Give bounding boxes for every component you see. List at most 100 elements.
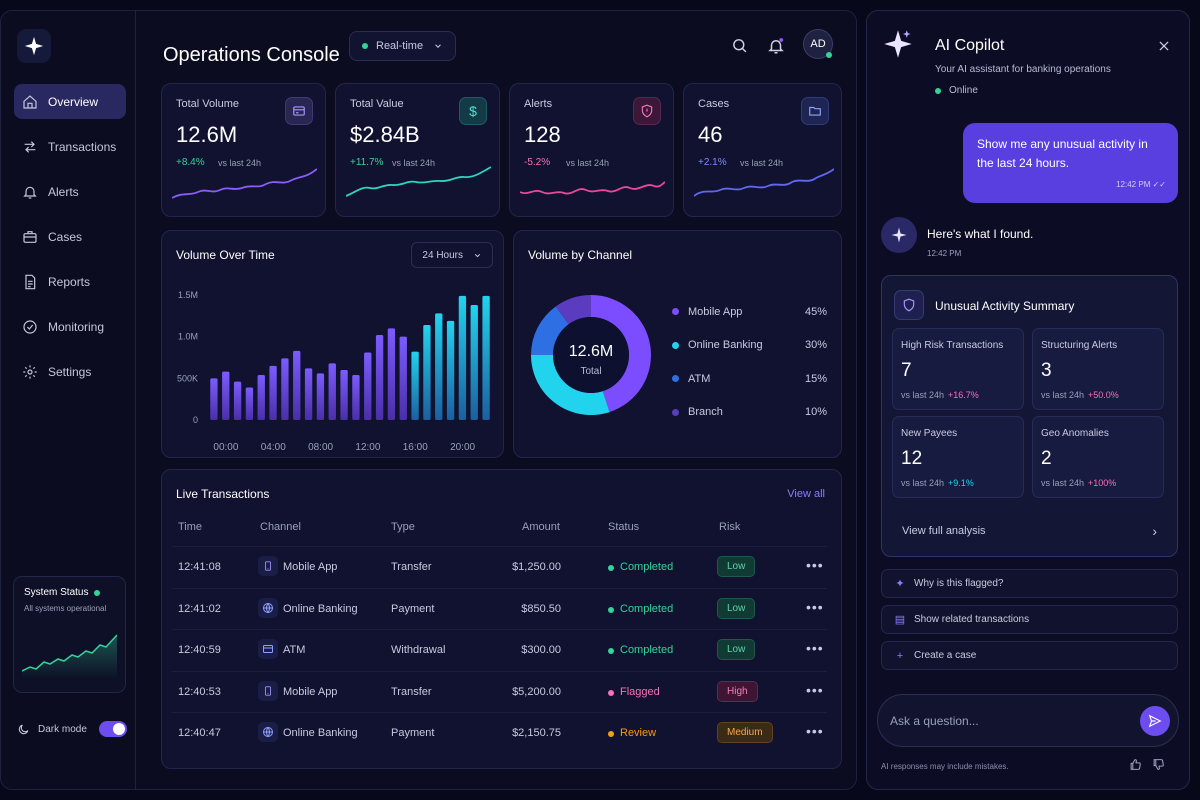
suggestion-why-flagged[interactable]: ✦ Why is this flagged? bbox=[881, 569, 1178, 598]
volume-bar[interactable] bbox=[281, 358, 289, 420]
more-options-icon[interactable]: ••• bbox=[806, 681, 824, 698]
x-tick-label: 20:00 bbox=[450, 442, 475, 453]
donut-slice-branch[interactable] bbox=[555, 295, 591, 325]
notification-bell-icon[interactable] bbox=[767, 37, 785, 55]
table-row[interactable]: 12:40:59 ATM Withdrawal $300.00 Completed Low… bbox=[172, 629, 827, 670]
table-row[interactable]: 12:41:02 Online Banking Payment $850.50 Comp… bbox=[172, 587, 827, 629]
risk-badge: Low bbox=[717, 556, 756, 577]
sidebar-item-reports[interactable]: Reports bbox=[14, 264, 126, 299]
kpi-label: Total Value bbox=[350, 98, 404, 110]
volume-bar[interactable] bbox=[399, 336, 407, 420]
donut-slice-atm[interactable] bbox=[531, 306, 569, 355]
risk-badge: Medium bbox=[717, 722, 773, 743]
system-status-header: System Status bbox=[24, 587, 115, 598]
bot-avatar bbox=[881, 217, 917, 253]
cell-status: Flagged bbox=[620, 685, 660, 698]
search-icon[interactable] bbox=[731, 37, 748, 54]
volume-bar[interactable] bbox=[458, 295, 467, 420]
send-button[interactable] bbox=[1140, 706, 1170, 736]
volume-by-channel-card: Volume by Channel 12.6M Total Mobile App… bbox=[513, 230, 842, 458]
donut-slice-mobile-app[interactable] bbox=[591, 295, 651, 413]
globe-icon bbox=[258, 722, 278, 742]
thumbs-up-icon[interactable] bbox=[1129, 758, 1142, 771]
dark-mode-toggle[interactable] bbox=[99, 721, 127, 737]
cell-channel: Mobile App bbox=[283, 685, 338, 698]
realtime-dropdown[interactable]: Real-time bbox=[349, 31, 457, 61]
volume-bar[interactable] bbox=[352, 375, 360, 420]
ask-input[interactable]: Ask a question... bbox=[877, 694, 1179, 747]
y-tick-label: 0 bbox=[193, 415, 198, 425]
sidebar-item-monitoring[interactable]: Monitoring bbox=[14, 309, 126, 344]
x-tick-label: 08:00 bbox=[308, 442, 333, 453]
volume-bar[interactable] bbox=[304, 368, 313, 420]
kpi-label: Total Volume bbox=[176, 98, 239, 110]
more-options-icon[interactable]: ••• bbox=[806, 640, 824, 656]
briefcase-icon bbox=[23, 230, 37, 243]
sparkle-logo-icon bbox=[24, 36, 44, 56]
thumbs-down-icon[interactable] bbox=[1152, 758, 1165, 771]
volume-bar[interactable] bbox=[328, 363, 336, 420]
volume-bar[interactable] bbox=[482, 295, 490, 420]
cell-type: Transfer bbox=[391, 561, 432, 573]
sidebar-item-overview[interactable]: Overview bbox=[14, 84, 126, 119]
more-options-icon[interactable]: ••• bbox=[806, 557, 824, 573]
table-row[interactable]: 12:40:53 Mobile App Transfer $5,200.00 Flagg… bbox=[172, 670, 827, 712]
volume-bar[interactable] bbox=[340, 370, 348, 420]
volume-bar[interactable] bbox=[446, 320, 455, 420]
volume-bar[interactable] bbox=[470, 305, 478, 420]
table-row[interactable]: 12:41:08 Mobile App Transfer $1,250.00 Compl… bbox=[172, 546, 827, 587]
feedback-buttons bbox=[1129, 758, 1165, 771]
donut-slice-online-banking[interactable] bbox=[531, 355, 610, 415]
metric-high-risk[interactable]: High Risk Transactions 7 vs last 24h +16… bbox=[892, 328, 1024, 410]
metric-structuring[interactable]: Structuring Alerts 3 vs last 24h +50.0% bbox=[1032, 328, 1164, 410]
time-range-dropdown[interactable]: 24 Hours bbox=[411, 242, 493, 268]
col-header-time: Time bbox=[178, 521, 203, 533]
copilot-status-label: Online bbox=[949, 85, 978, 96]
volume-bar[interactable] bbox=[375, 335, 384, 420]
volume-bar[interactable] bbox=[293, 350, 301, 420]
volume-bar[interactable] bbox=[423, 325, 431, 420]
more-options-icon[interactable]: ••• bbox=[806, 598, 824, 615]
volume-bar[interactable] bbox=[269, 365, 277, 420]
volume-bar[interactable] bbox=[411, 351, 419, 420]
sidebar-item-cases[interactable]: Cases bbox=[14, 219, 126, 254]
table-row[interactable]: 12:40:47 Online Banking Payment $2,150.75 Re… bbox=[172, 712, 827, 753]
sidebar-item-transactions[interactable]: Transactions bbox=[14, 129, 126, 164]
logo[interactable] bbox=[17, 29, 51, 63]
sidebar-item-settings[interactable]: Settings bbox=[14, 354, 126, 389]
donut-total-label: Total bbox=[580, 366, 602, 377]
volume-bar[interactable] bbox=[387, 328, 396, 420]
metric-geo-anomalies[interactable]: Geo Anomalies 2 vs last 24h +100% bbox=[1032, 416, 1164, 498]
view-full-analysis-link[interactable]: View full analysis › bbox=[892, 516, 1167, 546]
volume-bar[interactable] bbox=[316, 373, 325, 420]
suggestion-related-transactions[interactable]: ▤ Show related transactions bbox=[881, 605, 1178, 634]
volume-bar[interactable] bbox=[233, 381, 242, 420]
avatar[interactable]: AD bbox=[803, 29, 833, 59]
metric-vs: vs last 24h bbox=[1041, 478, 1085, 488]
sidebar-item-label: Overview bbox=[48, 94, 99, 109]
gear-icon bbox=[23, 364, 37, 379]
volume-bar[interactable] bbox=[222, 371, 230, 420]
kpi-card-alerts: Alerts 128 -5.2% vs last 24h bbox=[509, 83, 674, 217]
card-icon bbox=[285, 97, 313, 125]
cell-amount: $1,250.00 bbox=[512, 561, 561, 573]
close-icon[interactable] bbox=[1157, 39, 1171, 53]
y-tick-label: 1.0M bbox=[178, 332, 198, 342]
volume-bar[interactable] bbox=[364, 352, 372, 421]
cell-channel: ATM bbox=[283, 644, 306, 656]
view-all-link[interactable]: View all bbox=[787, 488, 825, 500]
cell-channel: Online Banking bbox=[283, 602, 358, 615]
volume-bar[interactable] bbox=[210, 378, 218, 420]
volume-bar[interactable] bbox=[257, 375, 265, 420]
sidebar-item-alerts[interactable]: Alerts bbox=[14, 174, 126, 209]
more-options-icon[interactable]: ••• bbox=[806, 723, 824, 739]
moon-icon bbox=[18, 724, 29, 734]
col-header-channel: Channel bbox=[260, 521, 301, 533]
metric-new-payees[interactable]: New Payees 12 vs last 24h +9.1% bbox=[892, 416, 1024, 498]
cell-status: Review bbox=[620, 727, 657, 739]
cell-amount: $5,200.00 bbox=[512, 685, 561, 698]
volume-bar[interactable] bbox=[435, 313, 443, 420]
suggestion-create-case[interactable]: + Create a case bbox=[881, 641, 1178, 670]
volume-bar[interactable] bbox=[245, 387, 254, 421]
